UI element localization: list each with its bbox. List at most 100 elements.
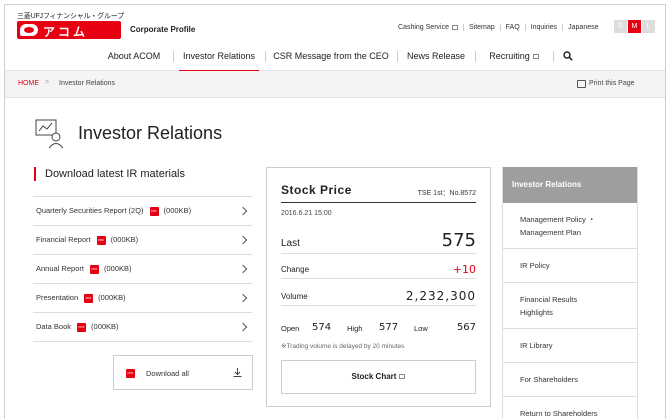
acom-logo[interactable]: 三菱UFJフィナンシャル・グループ アコム: [17, 11, 124, 39]
chevron-right-icon: [238, 264, 248, 274]
nav-about-acom[interactable]: About ACOM: [95, 45, 173, 71]
logo-mark-icon: [20, 24, 38, 36]
downloads-list: Quarterly Securities Report (2Q) PDF (000K…: [33, 196, 252, 342]
browser-frame: 三菱UFJフィナンシャル・グループ アコム Corporate Profile …: [4, 4, 666, 419]
breadcrumb-home-link[interactable]: HOME: [18, 80, 39, 87]
pdf-icon: PDF: [89, 264, 99, 274]
nav-recruiting[interactable]: Recruiting: [475, 45, 553, 71]
low-value: 567: [456, 322, 476, 333]
change-row: Change +10: [281, 254, 476, 279]
investor-relations-icon: [35, 119, 64, 149]
download-all-button[interactable]: PDF Download all: [113, 355, 253, 390]
corporate-profile-label: Corporate Profile: [130, 25, 196, 34]
change-label: Change: [281, 265, 310, 274]
download-icon: [233, 368, 242, 377]
file-size: (000KB): [98, 293, 126, 302]
sidebar-item-ir-library[interactable]: IR Library: [503, 329, 637, 363]
exchange-code: TSE 1st：No.8572: [417, 190, 476, 197]
download-financial-report[interactable]: Financial Report PDF (000KB): [33, 226, 252, 255]
external-link-icon: [451, 24, 458, 30]
nav-label: News Release: [406, 51, 466, 61]
sidebar-item-label: For Shareholders: [520, 375, 578, 384]
high-label: High: [347, 324, 363, 333]
file-size: (000KB): [91, 322, 119, 331]
low-label: Low: [414, 324, 428, 333]
chevron-right-icon: [238, 322, 248, 332]
file-size: (000KB): [103, 264, 132, 273]
delay-note: ※Trading volume is delayed by 20 minutes: [281, 343, 405, 350]
last-value: 575: [441, 230, 476, 251]
download-label: Financial Report: [36, 235, 91, 244]
external-link-icon: [532, 54, 539, 60]
stock-timestamp: 2016.6.21 15:00: [281, 210, 332, 217]
pdf-icon: PDF: [84, 293, 94, 303]
external-link-icon: [399, 374, 406, 380]
download-label: Data Book: [36, 322, 72, 331]
ir-sidebar: Investor Relations Management Policy ・ M…: [502, 167, 638, 419]
chevron-right-icon: [238, 293, 248, 303]
download-presentation[interactable]: Presentation PDF (000KB): [33, 284, 252, 313]
pdf-icon: PDF: [96, 235, 106, 245]
chevron-right-icon: [238, 235, 248, 245]
open-high-low-row: Open 574 High 577 Low 567: [281, 319, 476, 333]
search-icon[interactable]: [563, 51, 573, 61]
sidebar-item-for-shareholders[interactable]: For Shareholders: [503, 363, 637, 397]
file-size: (000KB): [110, 235, 139, 244]
sidebar-item-label: IR Policy: [520, 261, 550, 270]
sidebar-item-management-policy[interactable]: Management Policy ・ Management Plan: [503, 203, 637, 249]
download-all-label: Download all: [146, 369, 189, 378]
sidebar-item-label: Return to Shareholders: [520, 409, 598, 418]
volume-value: 2,232,300: [405, 289, 476, 303]
print-page-link[interactable]: Print this Page: [577, 80, 635, 88]
nav-investor-relations[interactable]: Investor Relations: [173, 45, 265, 72]
sidebar-item-return-to-shareholders[interactable]: Return to Shareholders: [503, 397, 637, 419]
sidebar-item-ir-policy[interactable]: IR Policy: [503, 249, 637, 283]
nav-label: CSR Message from the CEO: [273, 51, 389, 61]
breadcrumb-separator: >: [45, 79, 50, 86]
nav-news-release[interactable]: News Release: [397, 45, 475, 71]
open-label: Open: [281, 324, 300, 333]
util-link-faq[interactable]: FAQ: [499, 24, 525, 31]
nav-label: Investor Relations: [182, 51, 256, 61]
utility-links: Cashing Service Sitemap FAQ Inquiries Ja…: [393, 24, 604, 31]
util-link-inquiries[interactable]: Inquiries: [524, 24, 562, 31]
download-data-book[interactable]: Data Book PDF (000KB): [33, 313, 252, 342]
pdf-icon: PDF: [149, 206, 159, 216]
util-link-japanese[interactable]: Japanese: [562, 24, 603, 31]
volume-label: Volume: [281, 292, 308, 301]
last-label: Last: [281, 238, 300, 249]
high-value: 577: [379, 322, 399, 333]
util-link-label: Cashing Service: [398, 24, 449, 31]
sidebar-item-financial-results[interactable]: Financial Results Highlights: [503, 283, 637, 329]
sidebar-item-label: Financial Results: [520, 295, 578, 304]
page-title: Investor Relations: [78, 123, 223, 143]
util-link-sitemap[interactable]: Sitemap: [462, 24, 500, 31]
breadcrumb: HOME > Investor Relations Print this Pag…: [5, 71, 665, 98]
pdf-icon: PDF: [77, 322, 87, 332]
nav-divider: [553, 45, 554, 71]
last-price-row: Last 575: [281, 225, 476, 254]
download-quarterly-securities-report[interactable]: Quarterly Securities Report (2Q) PDF (000K…: [33, 197, 252, 226]
util-link-cashing-service[interactable]: Cashing Service: [393, 24, 463, 31]
nav-label: Recruiting: [489, 51, 530, 61]
sidebar-item-label: Management Policy ・: [520, 215, 596, 224]
printer-icon: [577, 80, 586, 88]
sidebar-item-label-2: Management Plan: [520, 228, 581, 237]
download-label: Annual Report: [36, 264, 84, 273]
logo-text: アコム: [43, 25, 89, 39]
font-size-large-button[interactable]: L: [642, 20, 655, 33]
font-size-small-button[interactable]: S: [614, 20, 627, 33]
brand-group-name: 三菱UFJフィナンシャル・グループ: [17, 13, 124, 20]
stock-title: Stock Price: [281, 183, 352, 197]
sidebar-heading[interactable]: Investor Relations: [503, 167, 637, 203]
download-label: Quarterly Securities Report (2Q): [36, 206, 144, 215]
volume-row: Volume 2,232,300: [281, 279, 476, 306]
sidebar-item-label-2: Highlights: [520, 308, 553, 317]
pdf-icon: PDF: [126, 369, 135, 378]
print-label: Print this Page: [589, 80, 635, 87]
font-size-medium-button[interactable]: M: [628, 20, 641, 33]
nav-csr-message[interactable]: CSR Message from the CEO: [265, 45, 397, 71]
file-size: (000KB): [163, 206, 192, 215]
stock-chart-button[interactable]: Stock Chart: [281, 360, 476, 394]
download-annual-report[interactable]: Annual Report PDF (000KB): [33, 255, 252, 284]
